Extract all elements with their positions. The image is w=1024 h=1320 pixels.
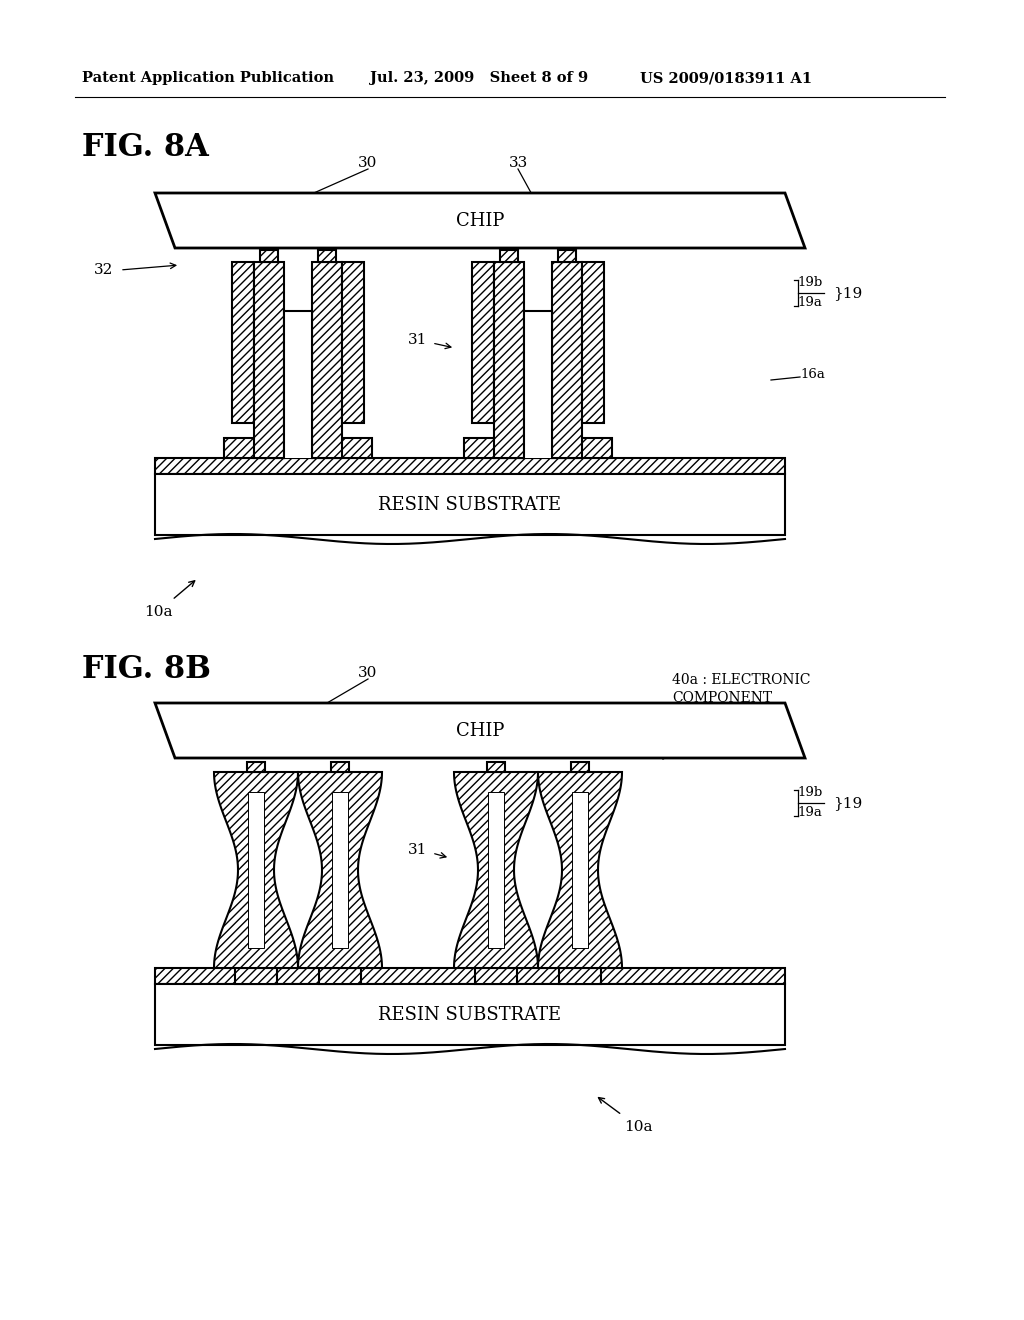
- Text: 30: 30: [358, 667, 378, 680]
- Text: 10a: 10a: [624, 1119, 652, 1134]
- Text: FIG. 8A: FIG. 8A: [82, 132, 209, 164]
- Bar: [475, 968, 517, 983]
- Text: 19a: 19a: [797, 807, 822, 820]
- Bar: [332, 792, 348, 948]
- Text: CHIP: CHIP: [456, 722, 504, 739]
- Text: DEVICE: DEVICE: [672, 709, 729, 723]
- Text: FIG. 8B: FIG. 8B: [82, 655, 211, 685]
- Bar: [155, 968, 785, 983]
- Bar: [247, 762, 265, 772]
- Text: 19b: 19b: [797, 276, 822, 289]
- Bar: [552, 261, 582, 458]
- Bar: [487, 762, 505, 772]
- Bar: [312, 261, 342, 458]
- Text: 40a : ELECTRONIC: 40a : ELECTRONIC: [672, 673, 811, 686]
- Bar: [500, 249, 518, 261]
- Text: COMPONENT: COMPONENT: [672, 690, 772, 705]
- Bar: [319, 968, 361, 983]
- Bar: [224, 438, 372, 458]
- Bar: [318, 249, 336, 261]
- Bar: [464, 438, 612, 458]
- Text: 32: 32: [93, 263, 113, 277]
- Text: }19: }19: [833, 286, 862, 301]
- Polygon shape: [454, 772, 538, 968]
- Text: Patent Application Publication: Patent Application Publication: [82, 71, 334, 84]
- Bar: [524, 312, 552, 458]
- Text: 31: 31: [408, 333, 427, 347]
- Bar: [155, 458, 785, 474]
- Bar: [342, 261, 364, 422]
- Text: CHIP: CHIP: [456, 211, 504, 230]
- Bar: [260, 249, 278, 261]
- Polygon shape: [538, 772, 622, 968]
- Bar: [155, 474, 785, 535]
- Bar: [558, 249, 575, 261]
- Text: 16a: 16a: [800, 368, 825, 381]
- Bar: [331, 762, 349, 772]
- Bar: [572, 792, 588, 948]
- Bar: [232, 261, 254, 422]
- Polygon shape: [298, 772, 382, 968]
- Bar: [248, 792, 264, 948]
- Bar: [559, 968, 601, 983]
- Text: 10a: 10a: [143, 605, 172, 619]
- Polygon shape: [155, 704, 805, 758]
- Bar: [494, 261, 524, 458]
- Bar: [284, 312, 312, 458]
- Text: RESIN SUBSTRATE: RESIN SUBSTRATE: [379, 1006, 561, 1023]
- Bar: [582, 261, 604, 422]
- Text: RESIN SUBSTRATE: RESIN SUBSTRATE: [379, 495, 561, 513]
- Text: 31: 31: [408, 843, 427, 857]
- Text: Jul. 23, 2009   Sheet 8 of 9: Jul. 23, 2009 Sheet 8 of 9: [370, 71, 588, 84]
- Text: US 2009/0183911 A1: US 2009/0183911 A1: [640, 71, 812, 84]
- Text: 30: 30: [358, 156, 378, 170]
- Bar: [571, 762, 589, 772]
- Bar: [155, 983, 785, 1045]
- Bar: [472, 261, 494, 422]
- Text: 19a: 19a: [797, 297, 822, 309]
- Bar: [488, 792, 504, 948]
- Text: 33: 33: [508, 156, 527, 170]
- Polygon shape: [155, 193, 805, 248]
- Bar: [234, 968, 278, 983]
- Text: }19: }19: [833, 796, 862, 810]
- Polygon shape: [214, 772, 298, 968]
- Bar: [254, 261, 284, 458]
- Text: 19b: 19b: [797, 787, 822, 800]
